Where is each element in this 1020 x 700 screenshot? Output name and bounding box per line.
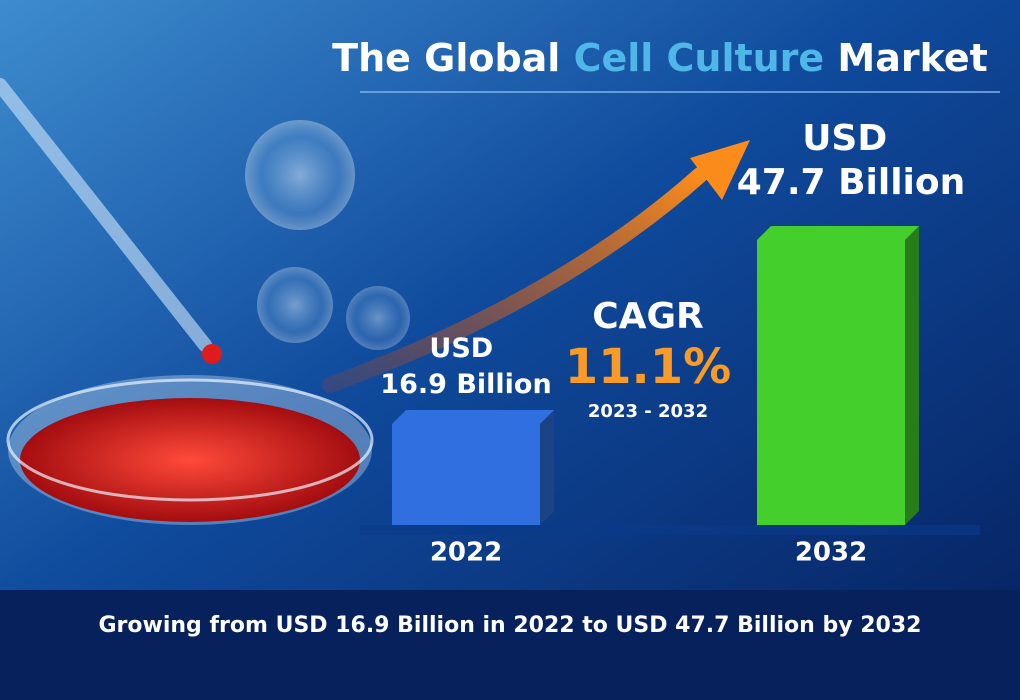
arrow-head [690, 140, 750, 200]
bar-side [905, 226, 919, 525]
footer: Growing from USD 16.9 Billion in 2022 to… [99, 613, 922, 638]
chart-title: The Global Cell Culture Market [332, 36, 988, 80]
bar-side [540, 410, 554, 525]
drop [202, 344, 222, 364]
bar [757, 240, 905, 525]
x-tick-label: 2032 [795, 538, 867, 568]
annotation-period: 2023 - 2032 [588, 401, 708, 422]
floor [360, 525, 980, 535]
footer-band [0, 590, 1020, 700]
cell-image [257, 267, 333, 343]
bar-top [757, 226, 919, 240]
bar [392, 424, 540, 525]
annotation-value: 11.1% [565, 339, 732, 395]
growth-arrow [322, 167, 708, 393]
cell-image [346, 286, 410, 350]
value-label: USD 16.9 Billion [380, 333, 551, 400]
petri-liquid [20, 398, 360, 522]
x-tick-label: 2022 [430, 538, 502, 568]
pipette [0, 78, 212, 352]
bar-top [392, 410, 554, 425]
cell-image [245, 120, 355, 230]
annotation-label: CAGR [592, 296, 704, 337]
petri-rim [6, 378, 374, 502]
value-label: USD 47.7 Billion [737, 118, 966, 203]
